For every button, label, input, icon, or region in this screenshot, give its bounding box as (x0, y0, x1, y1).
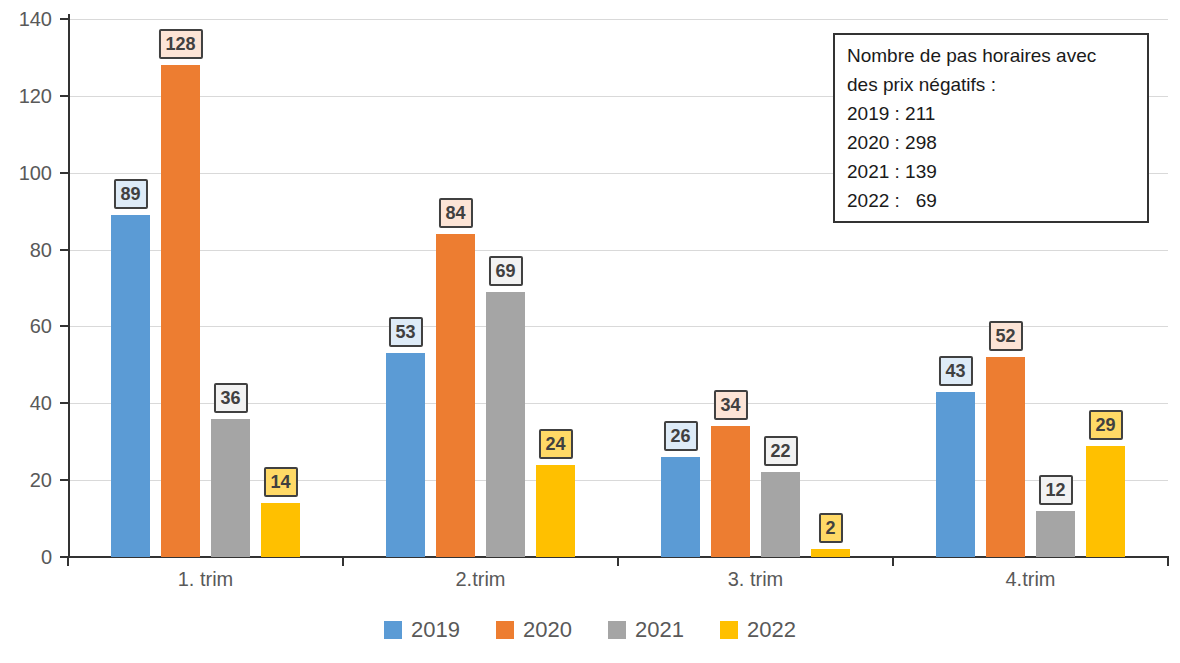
x-axis-tick-2 (617, 557, 619, 566)
bar-label-2020-4: 52 (988, 321, 1022, 351)
annotation-line-1: Nombre de pas horaires avec (847, 41, 1135, 70)
gridline-80 (68, 250, 1168, 251)
legend-swatch-2019 (384, 621, 402, 639)
legend-swatch-2021 (608, 621, 626, 639)
x-axis-tick-4 (1167, 557, 1169, 566)
bar-label-2020-3: 34 (713, 390, 747, 420)
bar-label-2019-3: 26 (663, 421, 697, 451)
bar-label-2022-1: 14 (263, 467, 297, 497)
legend-item-2022: 2022 (720, 617, 796, 643)
y-axis-tick-40 (60, 402, 68, 404)
bar-2022-4 (1086, 446, 1125, 557)
bar-label-2021-3: 22 (763, 436, 797, 466)
bar-label-2022-3: 2 (818, 513, 842, 543)
y-axis-tick-100 (60, 172, 68, 174)
y-axis-tick-140 (60, 18, 68, 20)
y-axis-tick-120 (60, 95, 68, 97)
bar-2022-3 (811, 549, 850, 557)
bar-2021-1 (211, 419, 250, 557)
y-tick-label-40: 40 (0, 390, 52, 416)
y-axis-tick-20 (60, 479, 68, 481)
y-tick-label-0: 0 (0, 544, 52, 570)
legend-label-2019: 2019 (411, 617, 460, 643)
legend-label-2020: 2020 (523, 617, 572, 643)
bar-2019-1 (111, 215, 150, 557)
bar-label-2019-4: 43 (938, 356, 972, 386)
bar-chart: 0 20 40 60 80 100 120 140 89 128 36 14 1. trim 53 84 69… (0, 0, 1180, 663)
x-axis-tick-0 (67, 557, 69, 566)
bar-label-2019-2: 53 (388, 317, 422, 347)
bar-2019-3 (661, 457, 700, 557)
bar-2022-2 (536, 465, 575, 557)
y-axis-tick-60 (60, 325, 68, 327)
bar-2019-4 (936, 392, 975, 557)
category-label-3: 3. trim (728, 568, 784, 591)
bar-label-2020-2: 84 (438, 198, 472, 228)
legend-item-2021: 2021 (608, 617, 684, 643)
legend-label-2021: 2021 (635, 617, 684, 643)
y-axis (68, 14, 70, 557)
legend: 2019 2020 2021 2022 (0, 617, 1180, 643)
annotation-line-4: 2020 : 298 (847, 128, 1135, 157)
category-label-2: 2.trim (456, 568, 506, 591)
category-label-1: 1. trim (178, 568, 234, 591)
legend-swatch-2022 (720, 621, 738, 639)
annotation-line-2: des prix négatifs : (847, 70, 1135, 99)
bar-label-2022-4: 29 (1088, 410, 1122, 440)
legend-label-2022: 2022 (747, 617, 796, 643)
bar-2022-1 (261, 503, 300, 557)
y-tick-label-20: 20 (0, 467, 52, 493)
y-tick-label-100: 100 (0, 160, 52, 186)
gridline-140 (68, 19, 1168, 20)
bar-label-2019-1: 89 (113, 179, 147, 209)
legend-item-2019: 2019 (384, 617, 460, 643)
category-label-4: 4.trim (1006, 568, 1056, 591)
y-axis-tick-80 (60, 249, 68, 251)
bar-2021-3 (761, 472, 800, 557)
bar-2021-2 (486, 292, 525, 557)
bar-label-2021-1: 36 (213, 383, 247, 413)
y-tick-label-60: 60 (0, 313, 52, 339)
bar-2020-1 (161, 65, 200, 557)
bar-2019-2 (386, 353, 425, 557)
annotation-line-5: 2021 : 139 (847, 157, 1135, 186)
bar-label-2022-2: 24 (538, 429, 572, 459)
legend-swatch-2020 (496, 621, 514, 639)
annotation-line-6: 2022 : 69 (847, 186, 1135, 215)
x-axis-tick-3 (892, 557, 894, 566)
y-tick-label-140: 140 (0, 6, 52, 32)
legend-item-2020: 2020 (496, 617, 572, 643)
bar-2021-4 (1036, 511, 1075, 557)
annotation-box: Nombre de pas horaires avecdes prix néga… (833, 33, 1149, 223)
x-axis-tick-1 (342, 557, 344, 566)
bar-label-2021-4: 12 (1038, 475, 1072, 505)
bar-2020-4 (986, 357, 1025, 557)
bar-label-2021-2: 69 (488, 256, 522, 286)
bar-label-2020-1: 128 (158, 29, 202, 59)
y-tick-label-120: 120 (0, 83, 52, 109)
bar-2020-2 (436, 234, 475, 557)
annotation-line-3: 2019 : 211 (847, 99, 1135, 128)
y-tick-label-80: 80 (0, 237, 52, 263)
bar-2020-3 (711, 426, 750, 557)
